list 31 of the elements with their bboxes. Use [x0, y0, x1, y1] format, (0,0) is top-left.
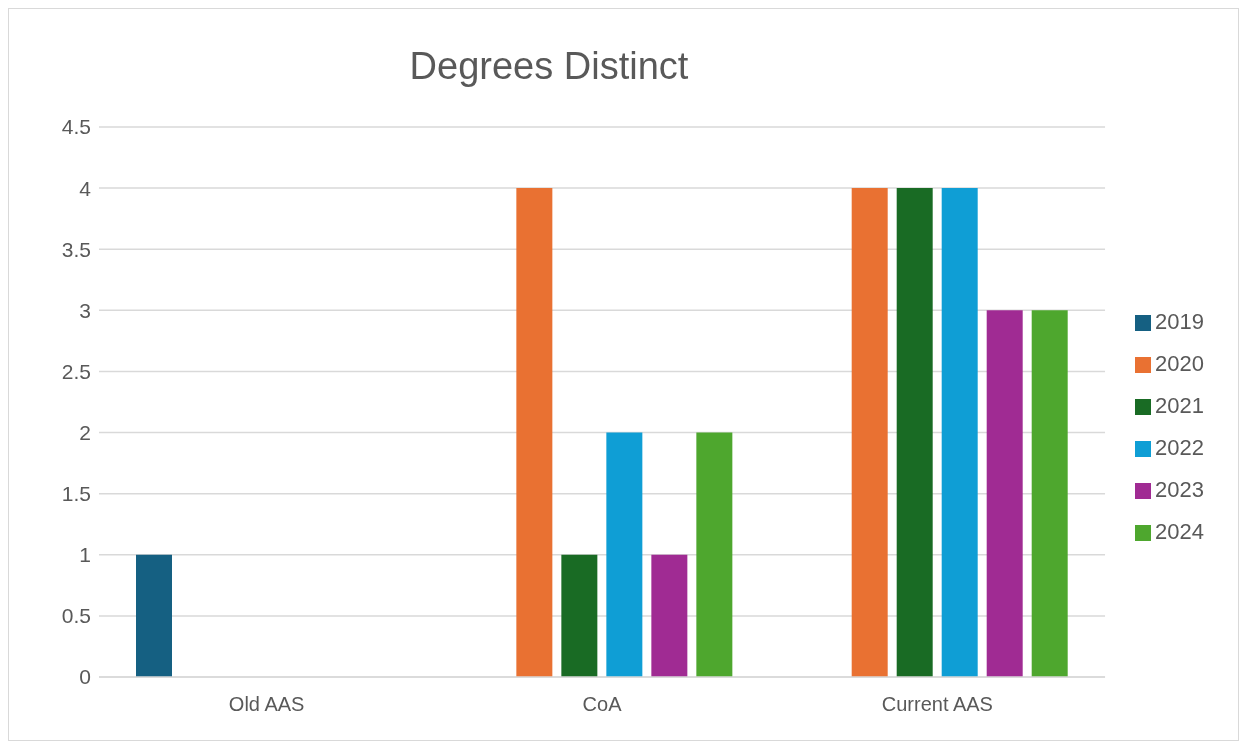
bar: [561, 554, 598, 677]
bar: [136, 554, 172, 677]
y-tick-label: 3.5: [61, 237, 91, 261]
y-tick-label: 1.5: [61, 482, 91, 506]
legend-label: 2019: [1155, 309, 1204, 334]
bar: [606, 432, 643, 677]
bar: [986, 310, 1023, 677]
y-tick-label: 2.5: [61, 359, 91, 383]
y-tick-label: 2: [79, 421, 91, 445]
bar: [696, 432, 733, 677]
x-tick-label: Old AAS: [228, 693, 305, 716]
bar: [896, 188, 933, 677]
y-tick-label: 4.5: [61, 115, 91, 139]
x-tick-label: CoA: [582, 693, 623, 716]
legend-label: 2020: [1155, 351, 1204, 376]
legend-label: 2024: [1155, 519, 1204, 544]
bar: [941, 188, 978, 677]
bar: [651, 554, 688, 677]
y-tick-label: 3: [79, 298, 91, 322]
y-tick-label: 0.5: [61, 604, 91, 628]
bar: [1031, 310, 1068, 677]
legend-label: 2022: [1155, 435, 1204, 460]
y-tick-label: 4: [79, 176, 92, 200]
chart-title: Degrees Distinct: [408, 45, 690, 88]
bar: [516, 188, 553, 677]
legend-label: 2021: [1155, 393, 1204, 418]
legend-label: 2023: [1155, 477, 1204, 502]
bar: [851, 188, 888, 677]
y-tick-label: 0: [79, 665, 91, 689]
x-tick-label: Current AAS: [881, 693, 993, 716]
y-tick-label: 1: [79, 543, 91, 567]
